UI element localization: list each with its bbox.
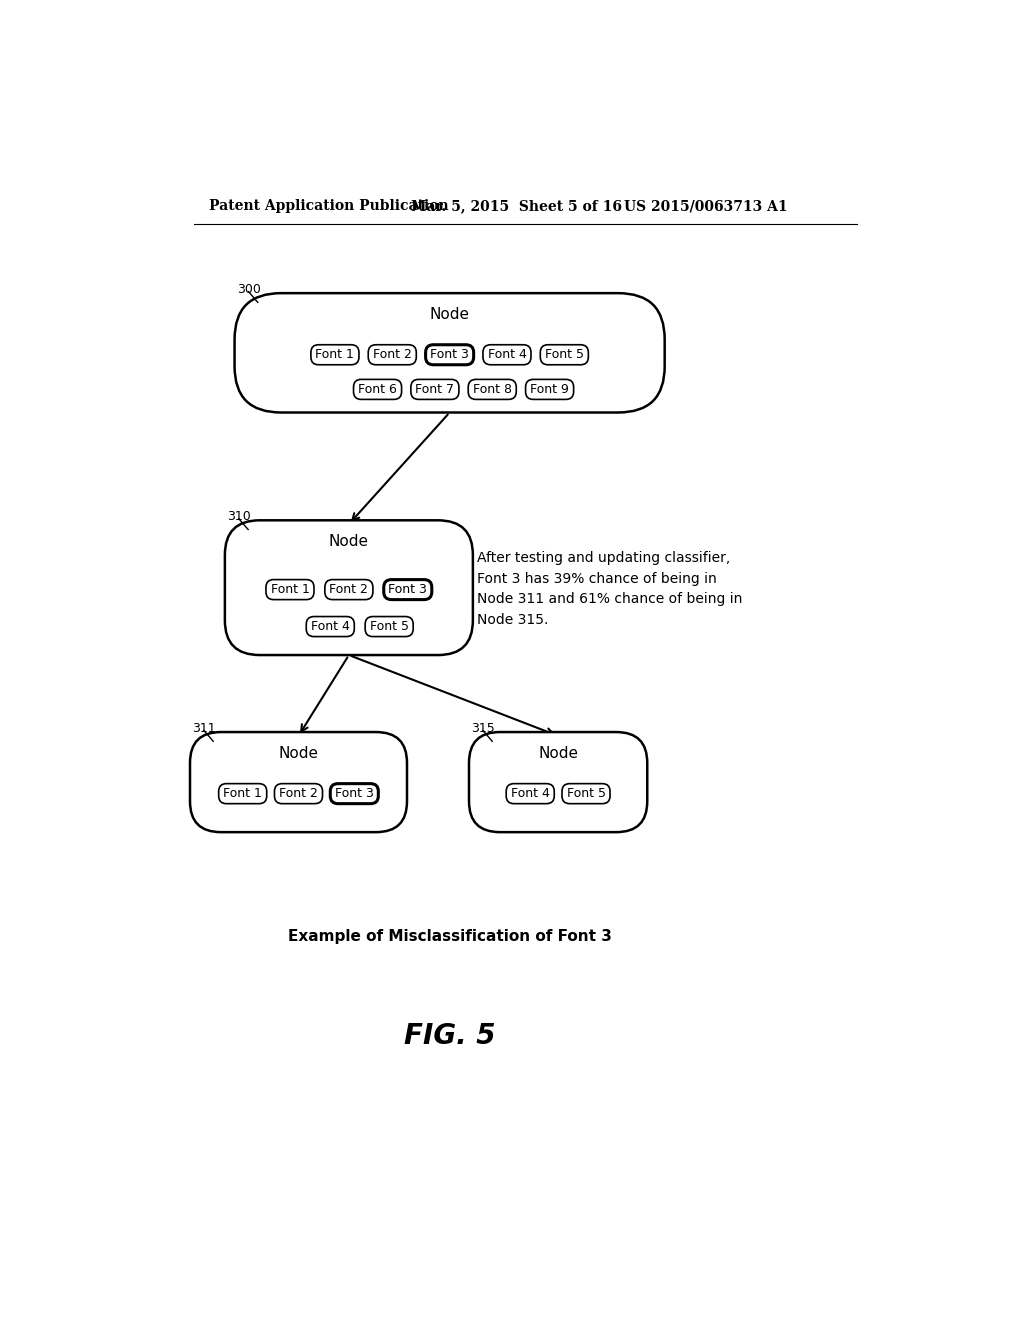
FancyBboxPatch shape xyxy=(190,733,407,832)
Text: Font 4: Font 4 xyxy=(311,620,350,634)
Text: Font 2: Font 2 xyxy=(330,583,369,597)
Text: Node: Node xyxy=(279,746,318,762)
FancyBboxPatch shape xyxy=(562,784,610,804)
Text: 300: 300 xyxy=(237,282,261,296)
FancyBboxPatch shape xyxy=(353,379,401,400)
Text: Font 7: Font 7 xyxy=(416,383,455,396)
FancyBboxPatch shape xyxy=(506,784,554,804)
FancyBboxPatch shape xyxy=(541,345,589,364)
Text: Font 3: Font 3 xyxy=(430,348,469,362)
FancyBboxPatch shape xyxy=(234,293,665,412)
Text: Font 4: Font 4 xyxy=(487,348,526,362)
Text: Font 5: Font 5 xyxy=(545,348,584,362)
Text: Font 1: Font 1 xyxy=(315,348,354,362)
Text: Font 2: Font 2 xyxy=(373,348,412,362)
Text: Font 1: Font 1 xyxy=(223,787,262,800)
FancyBboxPatch shape xyxy=(366,616,414,636)
Text: Node: Node xyxy=(329,535,369,549)
Text: 311: 311 xyxy=(193,722,216,735)
Text: 315: 315 xyxy=(471,722,495,735)
FancyBboxPatch shape xyxy=(274,784,323,804)
FancyBboxPatch shape xyxy=(468,379,516,400)
Text: Font 8: Font 8 xyxy=(473,383,512,396)
FancyBboxPatch shape xyxy=(426,345,474,364)
FancyBboxPatch shape xyxy=(369,345,417,364)
Text: Font 3: Font 3 xyxy=(388,583,427,597)
FancyBboxPatch shape xyxy=(384,579,432,599)
FancyBboxPatch shape xyxy=(219,784,266,804)
Text: Font 1: Font 1 xyxy=(270,583,309,597)
Text: Mar. 5, 2015  Sheet 5 of 16: Mar. 5, 2015 Sheet 5 of 16 xyxy=(411,199,622,213)
FancyBboxPatch shape xyxy=(331,784,378,804)
FancyBboxPatch shape xyxy=(266,579,314,599)
Text: US 2015/0063713 A1: US 2015/0063713 A1 xyxy=(624,199,787,213)
Text: Font 5: Font 5 xyxy=(566,787,605,800)
Text: Font 2: Font 2 xyxy=(280,787,317,800)
Text: Node: Node xyxy=(539,746,579,762)
Text: FIG. 5: FIG. 5 xyxy=(403,1022,496,1051)
Text: After testing and updating classifier,
Font 3 has 39% chance of being in
Node 31: After testing and updating classifier, F… xyxy=(477,552,742,627)
Text: 310: 310 xyxy=(227,510,251,523)
FancyBboxPatch shape xyxy=(225,520,473,655)
FancyBboxPatch shape xyxy=(306,616,354,636)
FancyBboxPatch shape xyxy=(311,345,359,364)
Text: Font 6: Font 6 xyxy=(358,383,397,396)
FancyBboxPatch shape xyxy=(411,379,459,400)
Text: Font 3: Font 3 xyxy=(335,787,374,800)
FancyBboxPatch shape xyxy=(325,579,373,599)
Text: Font 5: Font 5 xyxy=(370,620,409,634)
FancyBboxPatch shape xyxy=(469,733,647,832)
Text: Node: Node xyxy=(430,308,470,322)
Text: Example of Misclassification of Font 3: Example of Misclassification of Font 3 xyxy=(288,928,611,944)
FancyBboxPatch shape xyxy=(483,345,531,364)
Text: Font 9: Font 9 xyxy=(530,383,569,396)
Text: Patent Application Publication: Patent Application Publication xyxy=(209,199,449,213)
Text: Font 4: Font 4 xyxy=(511,787,550,800)
FancyBboxPatch shape xyxy=(525,379,573,400)
